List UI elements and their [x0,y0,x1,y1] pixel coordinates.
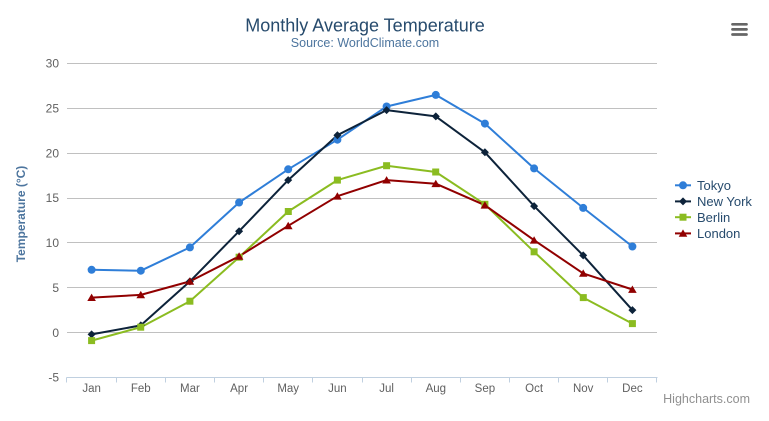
svg-text:-5: -5 [48,371,59,385]
svg-text:Aug: Aug [426,383,446,395]
svg-text:Nov: Nov [573,383,594,395]
svg-text:Jan: Jan [82,383,101,395]
svg-text:Temperature (°C): Temperature (°C) [14,166,28,263]
svg-text:Apr: Apr [230,383,248,395]
svg-text:Tokyo: Tokyo [697,178,731,193]
svg-text:Jun: Jun [328,383,347,395]
svg-text:Mar: Mar [180,383,200,395]
svg-text:Sep: Sep [475,383,495,395]
svg-text:0: 0 [52,326,59,340]
svg-text:5: 5 [52,281,59,295]
svg-text:Source: WorldClimate.com: Source: WorldClimate.com [291,36,439,50]
svg-text:Feb: Feb [131,383,151,395]
svg-text:Monthly Average Temperature: Monthly Average Temperature [245,16,484,36]
svg-text:Highcharts.com: Highcharts.com [663,392,750,406]
svg-text:30: 30 [46,57,60,71]
svg-text:Berlin: Berlin [697,210,730,225]
svg-text:Jul: Jul [379,383,394,395]
svg-text:25: 25 [46,102,60,116]
svg-text:Dec: Dec [622,383,643,395]
svg-text:10: 10 [46,236,60,250]
svg-text:New York: New York [697,194,752,209]
svg-text:May: May [277,383,299,395]
svg-text:London: London [697,226,740,241]
svg-text:Oct: Oct [525,383,544,395]
svg-text:15: 15 [46,191,60,205]
svg-text:20: 20 [46,146,60,160]
